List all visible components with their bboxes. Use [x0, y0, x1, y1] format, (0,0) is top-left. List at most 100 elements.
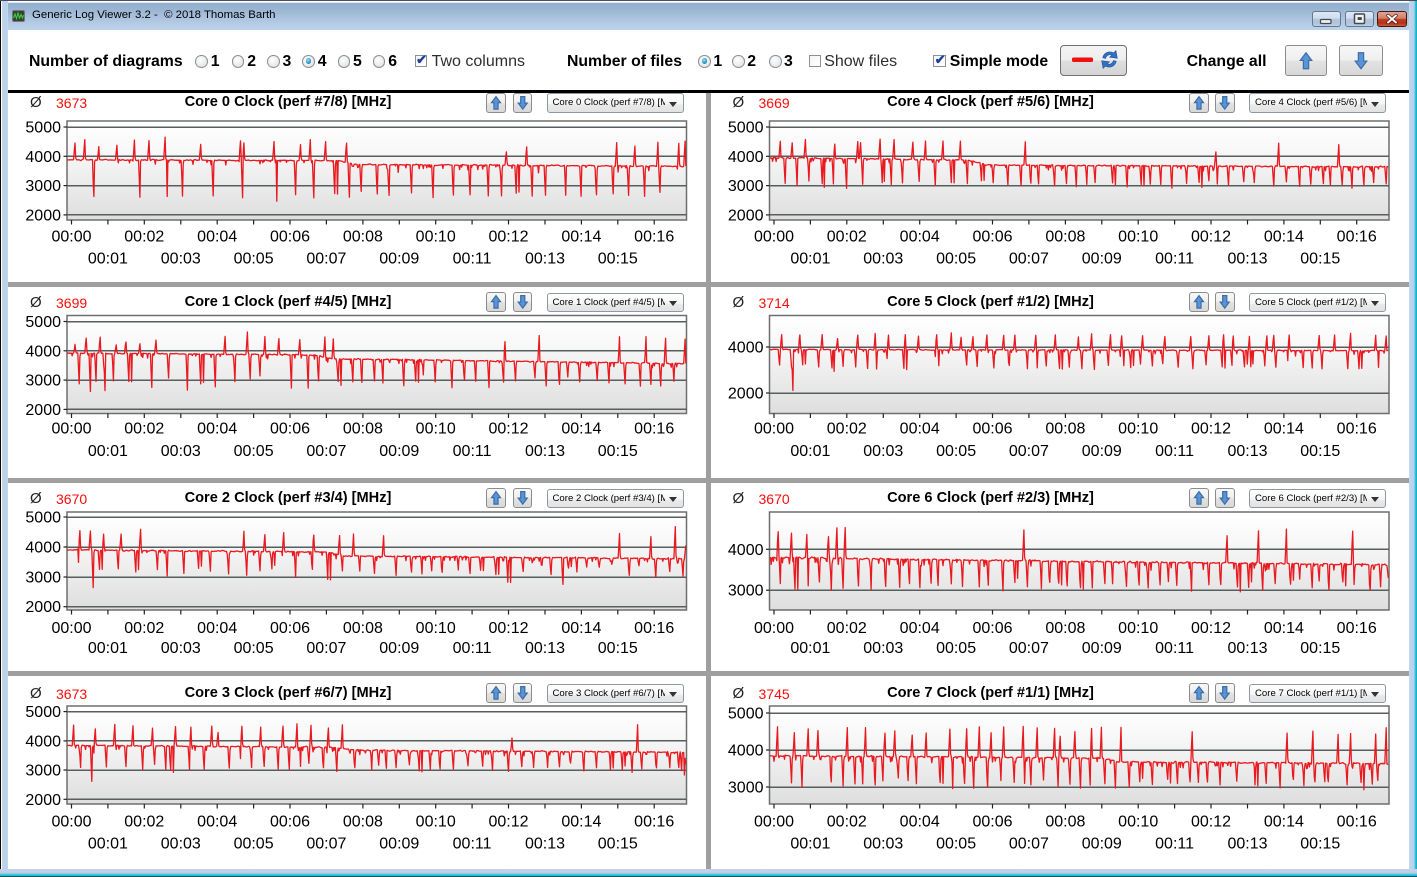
svg-text:00:03: 00:03 [863, 640, 903, 657]
svg-text:00:15: 00:15 [598, 836, 638, 853]
svg-text:00:08: 00:08 [343, 421, 383, 438]
svg-text:00:16: 00:16 [1337, 620, 1377, 637]
svg-text:00:01: 00:01 [88, 251, 128, 268]
svg-text:2000: 2000 [25, 402, 61, 419]
svg-text:00:06: 00:06 [972, 229, 1012, 246]
svg-text:00:08: 00:08 [1045, 229, 1085, 246]
svg-text:00:11: 00:11 [1155, 443, 1194, 460]
svg-text:00:04: 00:04 [900, 620, 940, 637]
svg-text:00:09: 00:09 [379, 251, 419, 268]
svg-text:3000: 3000 [25, 570, 61, 587]
svg-text:00:01: 00:01 [790, 836, 830, 853]
svg-text:00:03: 00:03 [161, 443, 201, 460]
svg-text:00:08: 00:08 [1045, 421, 1085, 438]
svg-text:00:12: 00:12 [488, 813, 528, 830]
svg-text:2000: 2000 [25, 792, 61, 809]
svg-text:2000: 2000 [728, 207, 764, 224]
svg-text:00:15: 00:15 [598, 640, 638, 657]
svg-text:00:13: 00:13 [525, 640, 565, 657]
svg-text:4000: 4000 [25, 733, 61, 750]
svg-text:00:13: 00:13 [1227, 836, 1267, 853]
svg-text:00:05: 00:05 [936, 836, 976, 853]
svg-text:00:03: 00:03 [161, 836, 201, 853]
svg-text:00:01: 00:01 [88, 640, 128, 657]
svg-text:00:11: 00:11 [1155, 640, 1194, 657]
svg-text:00:13: 00:13 [1227, 251, 1267, 268]
svg-text:00:13: 00:13 [525, 836, 565, 853]
svg-text:4000: 4000 [25, 343, 61, 360]
svg-text:00:13: 00:13 [1227, 640, 1267, 657]
svg-text:00:12: 00:12 [1191, 229, 1231, 246]
svg-text:00:14: 00:14 [561, 229, 601, 246]
svg-text:00:07: 00:07 [306, 836, 346, 853]
svg-text:00:04: 00:04 [197, 421, 237, 438]
svg-text:5000: 5000 [25, 120, 61, 137]
svg-text:00:15: 00:15 [1300, 836, 1340, 853]
svg-text:00:10: 00:10 [1118, 620, 1158, 637]
svg-text:00:07: 00:07 [1009, 836, 1049, 853]
svg-text:00:04: 00:04 [197, 813, 237, 830]
svg-text:00:00: 00:00 [51, 421, 91, 438]
svg-text:00:10: 00:10 [416, 229, 456, 246]
svg-text:00:02: 00:02 [124, 229, 164, 246]
svg-text:00:02: 00:02 [827, 421, 867, 438]
svg-text:00:02: 00:02 [124, 813, 164, 830]
svg-text:00:10: 00:10 [1118, 421, 1158, 438]
svg-text:00:05: 00:05 [234, 640, 274, 657]
svg-text:00:11: 00:11 [453, 836, 492, 853]
svg-text:00:07: 00:07 [306, 443, 346, 460]
svg-text:00:12: 00:12 [488, 421, 528, 438]
svg-text:00:14: 00:14 [561, 620, 601, 637]
svg-text:00:06: 00:06 [972, 813, 1012, 830]
svg-text:00:07: 00:07 [1009, 640, 1049, 657]
svg-text:3000: 3000 [25, 178, 61, 195]
svg-text:5000: 5000 [25, 510, 61, 527]
svg-text:00:01: 00:01 [790, 251, 830, 268]
svg-text:4000: 4000 [728, 149, 764, 166]
svg-text:00:03: 00:03 [863, 836, 903, 853]
svg-text:00:05: 00:05 [234, 443, 274, 460]
svg-text:00:14: 00:14 [561, 421, 601, 438]
svg-text:00:08: 00:08 [343, 813, 383, 830]
svg-text:00:16: 00:16 [634, 421, 674, 438]
svg-text:3000: 3000 [728, 178, 764, 195]
svg-text:00:09: 00:09 [379, 836, 419, 853]
svg-text:00:06: 00:06 [270, 620, 310, 637]
svg-text:00:11: 00:11 [453, 443, 492, 460]
svg-text:00:06: 00:06 [270, 229, 310, 246]
svg-text:00:13: 00:13 [525, 443, 565, 460]
svg-text:00:15: 00:15 [1300, 443, 1340, 460]
svg-text:00:00: 00:00 [51, 229, 91, 246]
svg-text:00:10: 00:10 [1118, 229, 1158, 246]
svg-text:00:01: 00:01 [88, 836, 128, 853]
svg-text:00:02: 00:02 [827, 813, 867, 830]
svg-text:00:02: 00:02 [827, 229, 867, 246]
svg-text:00:07: 00:07 [306, 640, 346, 657]
svg-text:5000: 5000 [728, 120, 764, 137]
svg-text:00:00: 00:00 [754, 229, 794, 246]
svg-text:00:10: 00:10 [416, 813, 456, 830]
svg-text:00:00: 00:00 [51, 813, 91, 830]
svg-text:00:05: 00:05 [936, 443, 976, 460]
svg-text:00:06: 00:06 [270, 813, 310, 830]
svg-text:00:16: 00:16 [634, 620, 674, 637]
svg-text:00:09: 00:09 [379, 443, 419, 460]
svg-text:00:09: 00:09 [1082, 640, 1122, 657]
svg-text:00:03: 00:03 [863, 443, 903, 460]
svg-text:00:15: 00:15 [1300, 251, 1340, 268]
svg-text:00:11: 00:11 [453, 251, 492, 268]
svg-text:00:14: 00:14 [1264, 813, 1304, 830]
svg-text:00:10: 00:10 [416, 620, 456, 637]
svg-text:00:12: 00:12 [1191, 813, 1231, 830]
svg-text:00:03: 00:03 [161, 251, 201, 268]
svg-text:4000: 4000 [25, 540, 61, 557]
svg-text:4000: 4000 [728, 340, 764, 357]
svg-text:00:02: 00:02 [124, 421, 164, 438]
svg-text:00:02: 00:02 [827, 620, 867, 637]
svg-text:2000: 2000 [25, 207, 61, 224]
svg-text:00:01: 00:01 [790, 443, 830, 460]
svg-text:00:00: 00:00 [754, 421, 794, 438]
svg-text:00:15: 00:15 [598, 443, 638, 460]
svg-text:3000: 3000 [25, 763, 61, 780]
svg-text:00:05: 00:05 [936, 251, 976, 268]
